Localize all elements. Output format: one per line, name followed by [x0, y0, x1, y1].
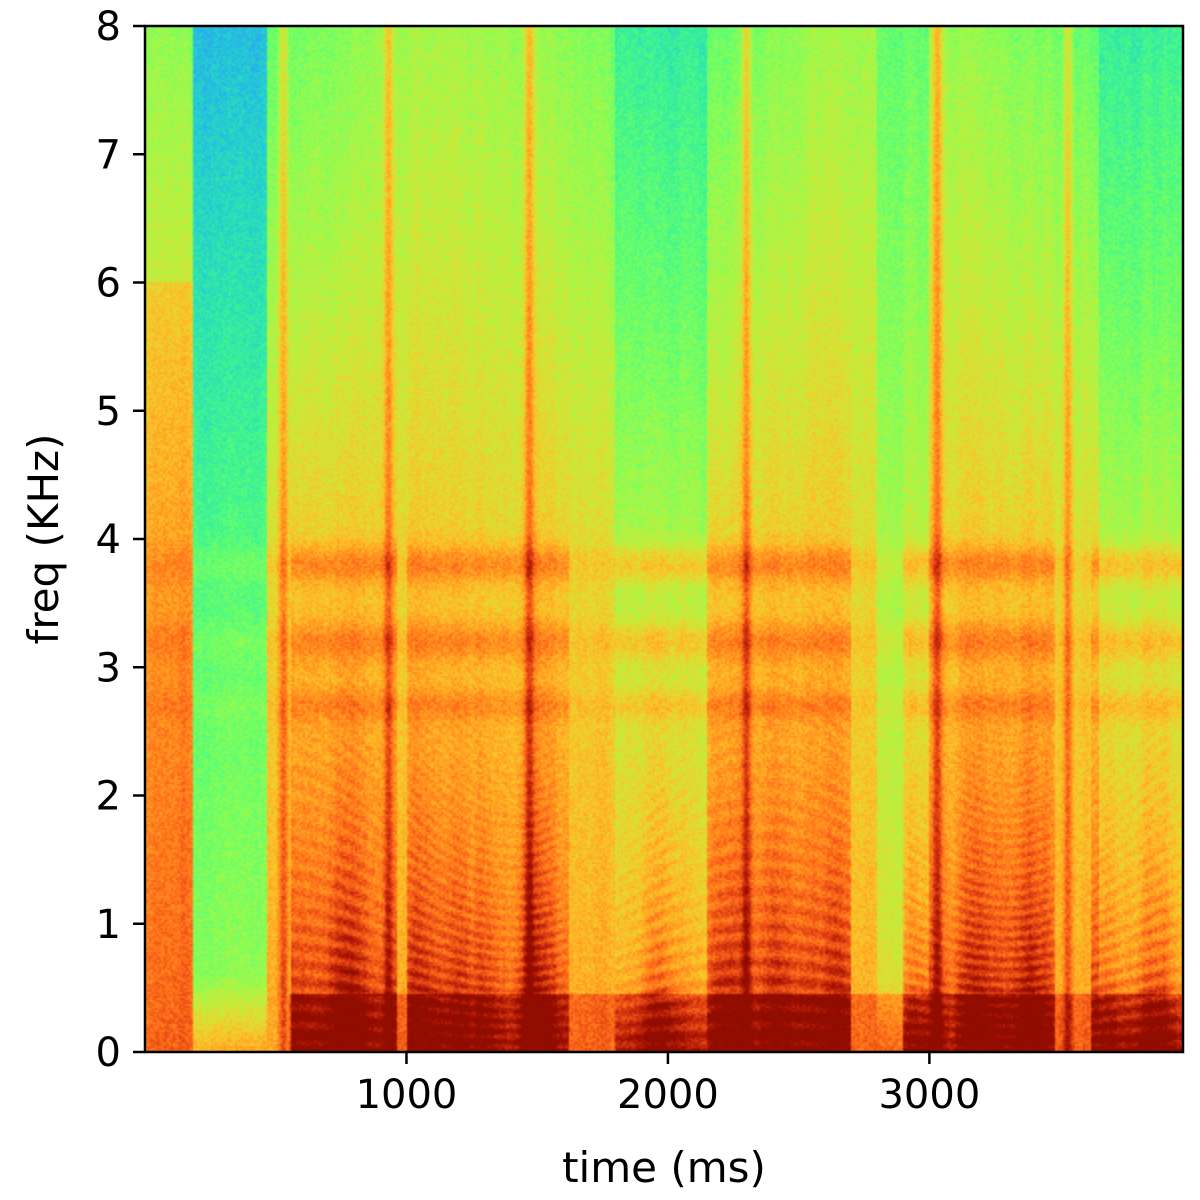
- x-axis-label: time (ms): [562, 1143, 766, 1192]
- x-axis-ticks: 1000 2000 3000: [356, 1052, 980, 1118]
- x-tick-label: 1000: [356, 1072, 458, 1118]
- y-tick-label: 5: [96, 389, 121, 435]
- spectrogram-heatmap: [145, 26, 1183, 1052]
- y-tick-label: 7: [96, 132, 121, 178]
- y-axis-ticks: 0 1 2 3 4 5 6 7 8: [96, 4, 145, 1076]
- y-tick-label: 6: [96, 261, 121, 307]
- plot-frame: [143, 24, 1185, 1054]
- y-axis-label: freq (KHz): [19, 434, 68, 645]
- y-tick-label: 4: [96, 517, 121, 563]
- x-tick-label: 2000: [617, 1072, 719, 1118]
- y-tick-label: 2: [96, 774, 121, 820]
- y-tick-label: 8: [96, 4, 121, 50]
- y-tick-label: 0: [96, 1030, 121, 1076]
- y-tick-label: 3: [96, 645, 121, 691]
- x-tick-label: 3000: [878, 1072, 980, 1118]
- y-tick-label: 1: [96, 902, 121, 948]
